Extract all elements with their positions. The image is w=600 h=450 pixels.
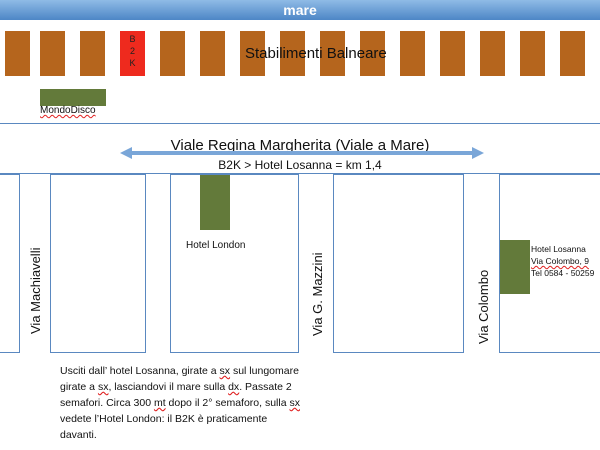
beach-cabin xyxy=(360,31,385,76)
beach-label: Stabilimenti Balneare xyxy=(245,45,387,62)
city-block xyxy=(170,174,299,353)
beach-cabin xyxy=(480,31,505,76)
street-label-mazzini: Via G. Mazzini xyxy=(310,252,325,336)
hotel-losanna-info: Hotel Losanna Via Colombo, 9 Tel 0584 - … xyxy=(531,243,594,279)
directions-part: . Passate 2 semafori. Circa 300 xyxy=(60,381,292,409)
city-block xyxy=(50,174,146,353)
beach-cabin xyxy=(560,31,585,76)
directions-word: sx xyxy=(219,365,231,377)
mondodisco-label: MondoDisco xyxy=(40,105,96,116)
distance-label: B2K > Hotel Losanna = km 1,4 xyxy=(218,158,382,172)
beach-cabin xyxy=(40,31,65,76)
beach-cabin xyxy=(160,31,185,76)
directions-part: sul lungomare girate a xyxy=(60,365,299,393)
directions-part: vedete l’Hotel London: il B2K è praticam… xyxy=(60,413,268,441)
map-title-bar: mare xyxy=(0,0,600,20)
city-block xyxy=(0,174,20,353)
road-arrow-left-head xyxy=(120,147,132,159)
directions-word: sx xyxy=(289,397,300,409)
hotel-london-marker xyxy=(200,175,230,230)
beach-cabin xyxy=(440,31,465,76)
beach-cabin xyxy=(280,31,305,76)
beach-cabin xyxy=(320,31,345,76)
directions-word: mt xyxy=(153,397,166,409)
beach-cabin xyxy=(240,31,265,76)
street-label-colombo: Via Colombo xyxy=(476,269,491,344)
b2k-letter: 2 xyxy=(129,46,135,56)
hotel-losanna-phone: Tel 0584 - 50259 xyxy=(531,268,595,278)
directions-part: dopo il 2° semaforo, sulla xyxy=(165,397,290,409)
beach-cabin xyxy=(200,31,225,76)
b2k-letter: K xyxy=(129,58,136,68)
beach-cabin xyxy=(400,31,425,76)
directions-part: , lasciandovi il mare sulla xyxy=(108,381,229,393)
city-block xyxy=(333,174,464,353)
hotel-losanna-name: Hotel Losanna xyxy=(531,244,586,254)
mondodisco-marker xyxy=(40,89,106,106)
map-title: mare xyxy=(283,2,317,18)
b2k-letter: B xyxy=(129,34,136,44)
beach-cabin xyxy=(5,31,30,76)
street-label-machiavelli: Via Machiavelli xyxy=(28,247,43,334)
hotel-losanna-address-text: Via Colombo, 9 xyxy=(531,256,589,266)
road-edge-line xyxy=(0,173,600,174)
road-arrow-right-head xyxy=(472,147,484,159)
road-name-label: Viale Regina Margherita (Viale a Mare) xyxy=(170,137,430,154)
hotel-losanna-address: Via Colombo, 9 xyxy=(531,255,594,267)
directions-word: sx xyxy=(97,381,109,393)
beach-cabin xyxy=(80,31,105,76)
beach-cabin xyxy=(520,31,545,76)
directions-word: dx xyxy=(228,381,240,393)
hotel-london-label: Hotel London xyxy=(186,240,246,251)
hotel-losanna-marker xyxy=(500,240,530,294)
b2k-cabin: B 2 K xyxy=(120,31,145,76)
road-double-arrow xyxy=(120,147,484,159)
seafront-edge-line xyxy=(0,123,600,124)
directions-text: Usciti dall’ hotel Losanna, girate a sx … xyxy=(60,363,300,443)
directions-part: Usciti dall’ hotel Losanna, girate a xyxy=(60,365,220,377)
